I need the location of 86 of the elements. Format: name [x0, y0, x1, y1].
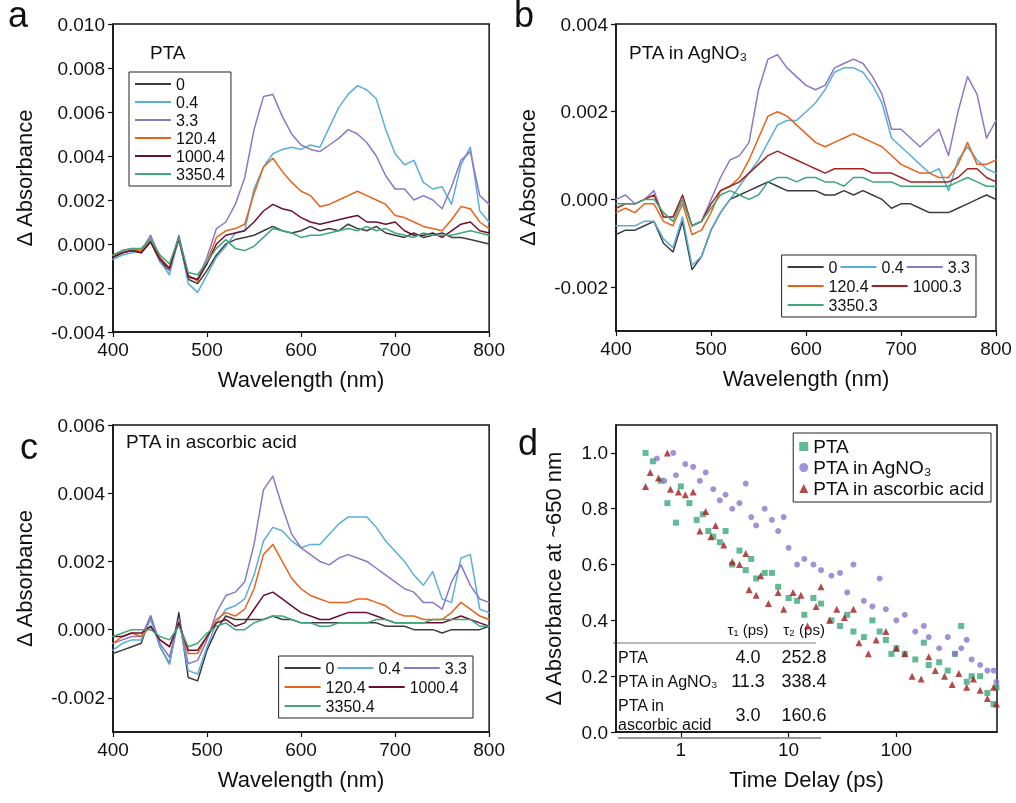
- legend-label: 0.4: [176, 93, 199, 111]
- x-tick-label: 500: [191, 739, 223, 760]
- x-tick-label: 500: [695, 338, 727, 359]
- y-tick-label: 0.4: [581, 609, 609, 631]
- annotation: 3.0: [735, 705, 761, 725]
- y-tick-label: 0.004: [57, 482, 106, 504]
- y-tick-label: -0.002: [554, 276, 608, 298]
- annotation: 338.4: [781, 671, 827, 691]
- x-tick-label: 500: [191, 339, 223, 360]
- legend-label: 0: [325, 659, 335, 677]
- y-tick-label: 0.0: [581, 721, 608, 743]
- y-tick-label: 0.000: [57, 233, 105, 255]
- y-tick-label: 0.000: [560, 188, 608, 210]
- legend-label: 3.3: [176, 111, 199, 129]
- legend-label: 0.4: [378, 659, 401, 677]
- y-axis-title: Δ Absorbance at ~650 nm: [540, 451, 566, 706]
- x-tick-label: 100: [880, 739, 913, 760]
- y-tick-label: 0.008: [57, 57, 105, 79]
- annotation: τ₂ (ps): [783, 621, 825, 638]
- legend-label: 120.4: [828, 277, 869, 295]
- legend-label: PTA in ascorbic acid: [813, 478, 984, 499]
- annotation: 252.8: [781, 647, 827, 667]
- annotation: PTA: [618, 649, 649, 666]
- y-tick-label: 0.000: [57, 619, 105, 641]
- annotation: τ₁ (ps): [727, 621, 769, 638]
- x-tick-label: 600: [790, 338, 822, 359]
- y-tick-label: 0.004: [57, 145, 106, 167]
- x-tick-label: 400: [97, 739, 129, 760]
- annotation: 11.3: [731, 671, 765, 691]
- legend-label: 3.3: [444, 659, 468, 677]
- legend-label: 0.4: [881, 258, 904, 276]
- y-tick-label: -0.002: [51, 277, 105, 299]
- y-axis-title: Δ Absorbance: [11, 109, 37, 247]
- legend-label: PTA in AgNO₃: [813, 457, 932, 478]
- text: c: [20, 425, 38, 467]
- y-tick-label: 0.002: [560, 101, 608, 123]
- y-tick-label: 0.004: [560, 13, 609, 35]
- legend-label: 0: [828, 258, 838, 276]
- x-axis-title: Time Delay (ps): [729, 766, 884, 792]
- legend-label: 3350.3: [828, 296, 878, 314]
- x-tick-label: 800: [473, 739, 505, 760]
- x-tick-label: 700: [379, 739, 411, 760]
- x-tick-label: 600: [285, 739, 317, 760]
- x-tick-label: 700: [885, 338, 917, 359]
- y-axis-title: Δ Absorbance: [514, 108, 540, 247]
- x-tick-label: 700: [379, 339, 411, 360]
- legend-label: 0: [176, 75, 185, 93]
- annotation: 4.0: [735, 647, 761, 667]
- y-tick-label: 0.002: [57, 189, 105, 211]
- y-tick-label: 0.6: [581, 554, 608, 576]
- text: a: [8, 0, 29, 35]
- y-tick-label: 0.006: [57, 414, 105, 436]
- legend-label: 120.4: [325, 678, 366, 696]
- legend-label: 1000.4: [176, 147, 226, 165]
- annotation: PTA in ascorbic acid: [618, 697, 712, 733]
- legend-label: 1000.4: [409, 678, 459, 696]
- text: PTA: [150, 42, 186, 63]
- y-tick-label: 0.006: [57, 101, 105, 123]
- x-axis-title: Wavelength (nm): [217, 366, 385, 392]
- y-tick-label: 0.8: [581, 498, 608, 520]
- x-tick-label: 10: [778, 739, 800, 760]
- y-tick-label: -0.002: [51, 687, 105, 709]
- legend-label: 3350.4: [325, 697, 375, 715]
- legend-label: 1000.3: [912, 277, 962, 295]
- x-axis-title: Wavelength (nm): [217, 766, 385, 792]
- x-tick-label: 1: [675, 739, 687, 760]
- legend-label: 3350.4: [176, 165, 226, 183]
- x-axis-title: Wavelength (nm): [722, 365, 890, 391]
- text: b: [514, 0, 535, 35]
- x-tick-label: 600: [285, 339, 317, 360]
- x-tick-label: 400: [600, 338, 632, 359]
- chart-title: PTA in ascorbic acid: [126, 431, 297, 452]
- legend-label: PTA: [813, 436, 850, 457]
- legend-label: 120.4: [176, 129, 217, 147]
- y-tick-label: 1.0: [581, 442, 608, 464]
- text: PTA in AgNO₃: [629, 42, 748, 63]
- y-axis-title: Δ Absorbance: [11, 509, 37, 648]
- x-tick-label: 800: [473, 339, 505, 360]
- x-tick-label: 800: [980, 338, 1012, 359]
- y-tick-label: 0.002: [57, 550, 105, 572]
- y-tick-label: 0.2: [581, 665, 608, 687]
- annotation: PTA in AgNO₃: [618, 673, 718, 690]
- text: d: [518, 421, 539, 463]
- y-tick-label: 0.010: [57, 13, 105, 35]
- annotation: 160.6: [781, 705, 827, 725]
- legend-label: 3.3: [947, 258, 971, 276]
